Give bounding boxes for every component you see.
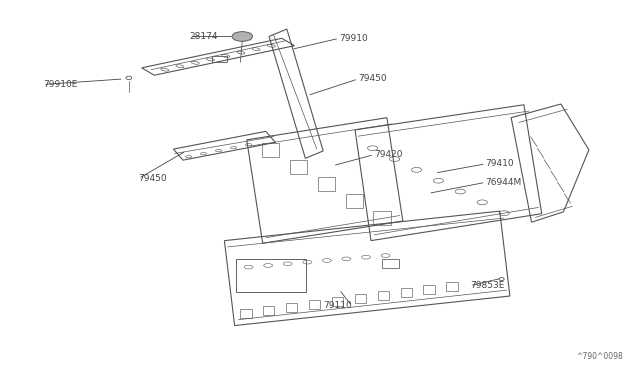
Text: 79450: 79450 — [358, 74, 387, 83]
Text: 79910: 79910 — [339, 34, 368, 43]
Ellipse shape — [232, 32, 252, 41]
Text: 76944M: 76944M — [486, 178, 522, 187]
Text: 79450: 79450 — [138, 174, 167, 183]
Text: 79410: 79410 — [486, 159, 515, 169]
Text: 79110: 79110 — [323, 301, 352, 311]
Text: 28174: 28174 — [189, 32, 218, 41]
Text: ^790^0098: ^790^0098 — [576, 352, 623, 361]
Text: 79910E: 79910E — [43, 80, 77, 89]
Text: 79853E: 79853E — [470, 281, 504, 290]
Text: 79420: 79420 — [374, 150, 403, 159]
